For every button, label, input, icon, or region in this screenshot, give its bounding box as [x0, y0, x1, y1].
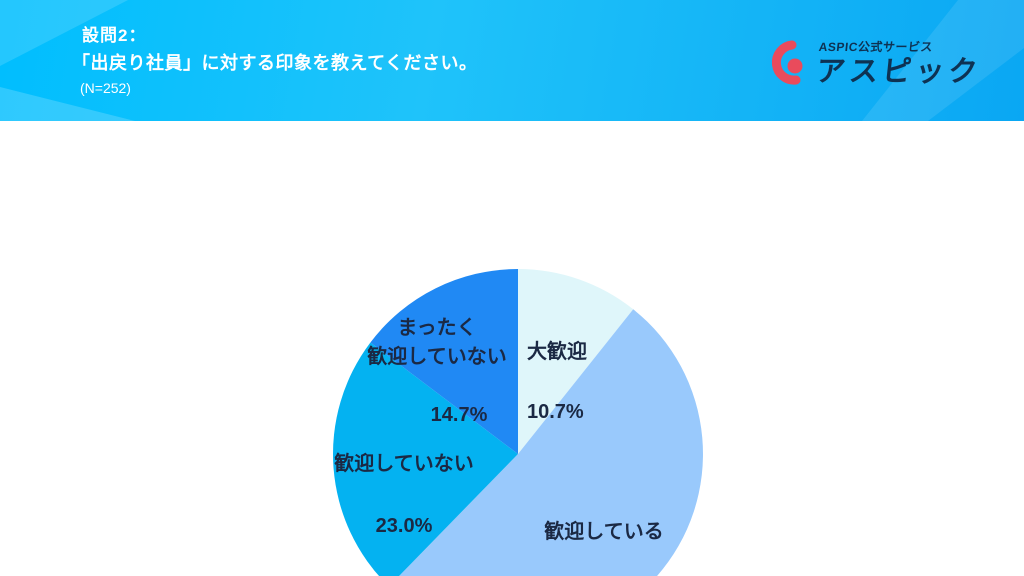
sample-size: (N=252)	[80, 80, 131, 96]
pie-slice-3	[333, 342, 518, 576]
pie-slice-4	[370, 269, 518, 454]
pie-slice-2	[399, 309, 703, 576]
logo-service-label: ASPIC公式サービス	[818, 40, 934, 54]
pie-label-pct: 10.7%	[527, 401, 584, 423]
logo-dot	[787, 58, 803, 74]
pie-label-name: まったく 歓迎していない	[367, 317, 507, 368]
pie-slice-1	[518, 269, 634, 454]
chart-area: 大歓迎 10.7% まったく 歓迎していない 14.7% 歓迎していない 23.…	[0, 121, 1024, 576]
question-text: 「出戻り社員」に対する印象を教えてください。	[72, 53, 478, 73]
pie-label-kangei-shiteiru: 歓迎している 51.6%	[544, 489, 663, 576]
pie-label-pct: 23.0%	[375, 515, 433, 537]
pie-label-kangei-shiteinai: 歓迎していない 23.0%	[334, 418, 473, 573]
aspic-logo: ASPIC公式サービス アスピック	[759, 36, 984, 92]
question-title-block: 設問2： 「出戻り社員」に対する印象を教えてください。 (N=252)	[72, 21, 478, 99]
header-banner: 設問2： 「出戻り社員」に対する印象を教えてください。 (N=252) ASPI…	[0, 0, 1024, 121]
aspic-logo-text: ASPIC公式サービス アスピック	[814, 39, 984, 89]
pie-label-name: 歓迎していない	[334, 453, 474, 475]
pie-label-name: 歓迎している	[544, 521, 664, 543]
logo-brand-name: アスピック	[814, 56, 983, 88]
pie-label-daikangei: 大歓迎 10.7%	[527, 307, 587, 457]
pie-chart-svg	[333, 269, 703, 576]
question-number: 設問2：	[82, 26, 147, 45]
pie-label-name: 大歓迎	[527, 341, 587, 363]
pie-label-mattaku-kangei-shiteinai: まったく 歓迎していない 14.7%	[367, 285, 506, 459]
pie-label-pct: 14.7%	[430, 404, 488, 426]
aspic-logo-icon	[771, 40, 803, 85]
